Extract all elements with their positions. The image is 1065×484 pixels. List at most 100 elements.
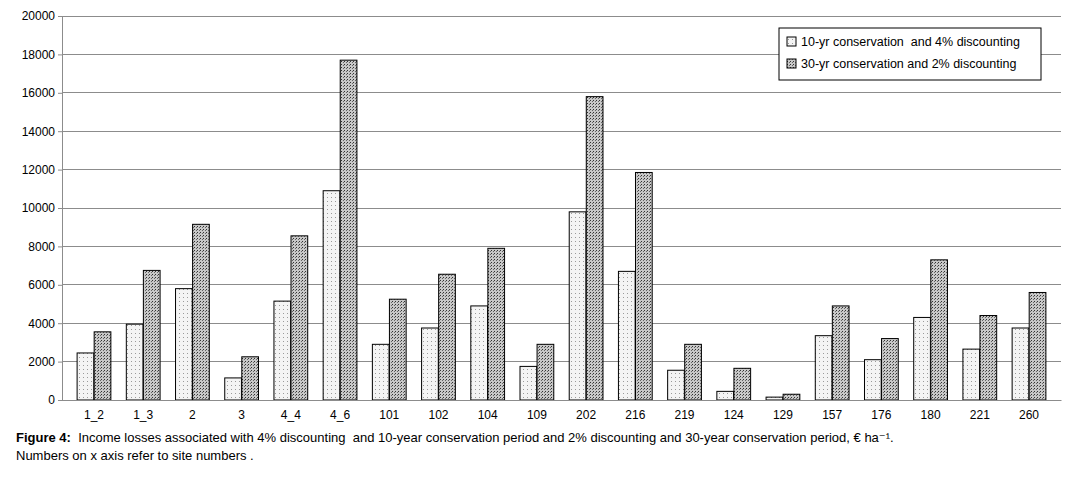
x-tick-label: 202 bbox=[576, 408, 596, 422]
legend-swatch bbox=[787, 37, 796, 46]
bar bbox=[618, 271, 635, 400]
bar bbox=[734, 368, 751, 400]
bar bbox=[372, 344, 389, 400]
x-tick-label: 102 bbox=[428, 408, 448, 422]
grid-line bbox=[62, 361, 1061, 362]
grid-line bbox=[62, 131, 1061, 132]
x-tick: 1_3 bbox=[133, 400, 153, 422]
x-tick-label: 176 bbox=[871, 408, 891, 422]
y-tick: 0 bbox=[48, 393, 62, 407]
bar bbox=[193, 224, 210, 400]
bar bbox=[914, 317, 931, 400]
bar-series bbox=[94, 60, 1046, 400]
bar bbox=[94, 332, 111, 400]
bar bbox=[242, 357, 259, 400]
x-tick: 3 bbox=[238, 400, 245, 422]
x-tick-label: 104 bbox=[478, 408, 498, 422]
y-axis: 0200040006000800010000120001400016000180… bbox=[22, 9, 63, 407]
y-tick: 6000 bbox=[28, 278, 62, 292]
x-tick-label: 1_2 bbox=[84, 408, 104, 422]
y-tick-label: 18000 bbox=[22, 48, 56, 62]
bar bbox=[225, 378, 242, 400]
y-tick-mark bbox=[58, 16, 62, 17]
bar bbox=[126, 324, 143, 400]
chart-svg: 0200040006000800010000120001400016000180… bbox=[0, 0, 1065, 484]
bar bbox=[635, 172, 652, 400]
x-tick-label: 157 bbox=[822, 408, 842, 422]
bar bbox=[766, 397, 783, 400]
x-tick: 4_6 bbox=[330, 400, 350, 422]
y-tick-label: 14000 bbox=[22, 125, 56, 139]
x-tick: 202 bbox=[576, 400, 596, 422]
x-tick-label: 4_4 bbox=[281, 408, 301, 422]
legend-label: 10-yr conservation and 4% discounting bbox=[801, 35, 1020, 49]
y-tick-label: 16000 bbox=[22, 86, 56, 100]
x-tick: 109 bbox=[527, 400, 547, 422]
grid-line bbox=[62, 92, 1061, 93]
x-tick-label: 4_6 bbox=[330, 408, 350, 422]
y-tick-mark bbox=[58, 246, 62, 247]
y-tick-mark bbox=[58, 54, 62, 55]
x-axis: 1_2 1_3 2 3 4_4 4_6 101 102 104 109 202 216 219 124 12… bbox=[63, 400, 1062, 422]
y-tick-mark bbox=[58, 208, 62, 209]
bar bbox=[520, 366, 537, 400]
x-tick: 219 bbox=[675, 400, 695, 422]
x-tick: 129 bbox=[773, 400, 793, 422]
caption: Numbers on x axis refer to site numbers … bbox=[16, 448, 254, 463]
caption: Figure 4: Income losses associated with … bbox=[16, 430, 894, 445]
bar bbox=[274, 301, 291, 400]
x-tick: 104 bbox=[478, 400, 498, 422]
y-tick-label: 6000 bbox=[28, 278, 55, 292]
x-tick: 260 bbox=[1019, 400, 1039, 422]
y-tick-mark bbox=[58, 362, 62, 363]
bar bbox=[931, 260, 948, 400]
x-tick: 216 bbox=[625, 400, 645, 422]
background bbox=[0, 0, 1065, 484]
x-tick-label: 219 bbox=[675, 408, 695, 422]
x-tick-label: 101 bbox=[379, 408, 399, 422]
y-tick-mark bbox=[58, 400, 62, 401]
y-tick: 20000 bbox=[22, 9, 62, 23]
grid-line bbox=[62, 246, 1061, 247]
bar bbox=[340, 60, 357, 400]
y-tick-label: 20000 bbox=[22, 9, 56, 23]
legend-item: 30-yr conservation and 2% discounting bbox=[787, 57, 1016, 71]
plot: 0200040006000800010000120001400016000180… bbox=[22, 9, 1062, 421]
y-tick-mark bbox=[58, 93, 62, 94]
bar bbox=[882, 339, 899, 400]
bar bbox=[323, 191, 340, 400]
bar bbox=[1012, 328, 1029, 400]
bar bbox=[963, 349, 980, 400]
x-tick-label: 124 bbox=[724, 408, 744, 422]
x-tick: 1_2 bbox=[84, 400, 104, 422]
bar bbox=[569, 212, 586, 400]
bar bbox=[422, 328, 439, 400]
bar bbox=[488, 248, 505, 400]
grid-line bbox=[62, 208, 1061, 209]
bar-series bbox=[77, 191, 1029, 400]
x-tick: 221 bbox=[970, 400, 990, 422]
y-tick-label: 0 bbox=[48, 393, 55, 407]
y-tick-mark bbox=[58, 131, 62, 132]
bar bbox=[537, 344, 554, 400]
x-tick-label: 260 bbox=[1019, 408, 1039, 422]
grid-line bbox=[62, 169, 1061, 170]
y-tick-label: 10000 bbox=[22, 201, 56, 215]
legend: 10-yr conservation and 4% discounting 30-… bbox=[779, 28, 1041, 80]
x-tick-label: 216 bbox=[625, 408, 645, 422]
y-tick-label: 12000 bbox=[22, 163, 56, 177]
bar bbox=[1029, 292, 1046, 400]
legend-swatch bbox=[787, 59, 796, 68]
bar bbox=[783, 394, 800, 400]
x-tick: 2 bbox=[189, 400, 196, 422]
bar bbox=[685, 344, 702, 400]
x-tick: 157 bbox=[822, 400, 842, 422]
x-tick-label: 2 bbox=[189, 408, 196, 422]
x-tick-label: 221 bbox=[970, 408, 990, 422]
y-tick: 4000 bbox=[28, 317, 62, 331]
y-tick-mark bbox=[58, 323, 62, 324]
y-tick: 10000 bbox=[22, 201, 62, 215]
bar bbox=[176, 289, 193, 400]
bar bbox=[864, 360, 881, 400]
bar bbox=[143, 270, 160, 400]
